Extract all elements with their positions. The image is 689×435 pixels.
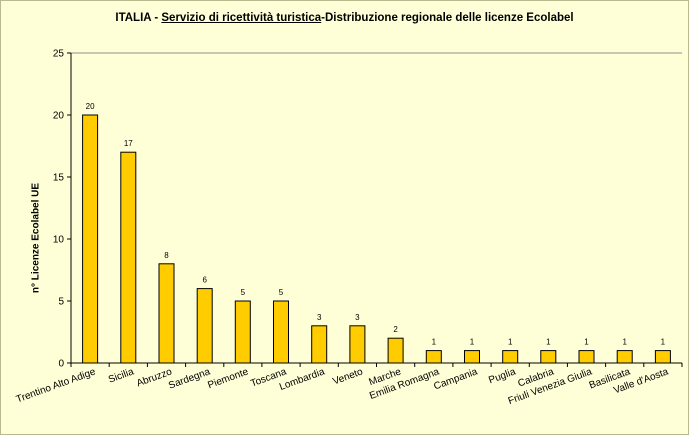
bar xyxy=(349,325,366,364)
x-tick-label: Sicilia xyxy=(107,366,136,385)
x-tick-label: Trentino Alto Adige xyxy=(15,366,98,405)
data-label: 17 xyxy=(124,139,133,148)
bars xyxy=(82,114,671,364)
bar xyxy=(502,350,519,364)
bar xyxy=(273,300,289,364)
x-ticks: Trentino Alto Adige Sicilia AbruzzoSardegn… xyxy=(15,363,683,407)
x-tick-label: Campania xyxy=(432,366,479,392)
y-ticks: 0 5 10 15 20 25 xyxy=(53,49,71,370)
chart-title: ITALIA - Servizio di ricettività turisti… xyxy=(0,12,689,24)
data-label: 1 xyxy=(622,338,627,347)
data-label: 3 xyxy=(317,313,322,322)
data-labels: 20 17 8 6 5 5 3 3 2 1 1 1 1 1 1 1 xyxy=(86,102,666,347)
bar xyxy=(387,337,404,364)
data-label: 1 xyxy=(584,338,589,347)
bar xyxy=(654,350,671,364)
data-label: 3 xyxy=(355,313,360,322)
bar xyxy=(464,350,480,364)
data-label: 6 xyxy=(202,276,207,285)
y-tick-label: 10 xyxy=(53,235,65,246)
data-label: 1 xyxy=(508,338,513,347)
data-label: 1 xyxy=(470,338,475,347)
bar xyxy=(311,325,328,364)
data-label: 5 xyxy=(279,288,284,297)
y-tick-label: 0 xyxy=(58,359,64,370)
chart-title-prefix: ITALIA - xyxy=(115,12,162,24)
data-label: 2 xyxy=(393,325,398,334)
bar xyxy=(158,263,175,364)
chart-title-suffix: -Distribuzione regionale delle licenze E… xyxy=(321,12,574,24)
chart-title-underlined: Servizio di ricettività turistica xyxy=(161,12,322,24)
data-label: 1 xyxy=(546,338,551,347)
data-label: 8 xyxy=(164,251,169,260)
data-label: 1 xyxy=(432,338,437,347)
y-tick-label: 25 xyxy=(53,49,65,60)
bar xyxy=(616,350,633,364)
x-tick-label: Veneto xyxy=(331,366,364,387)
data-label: 5 xyxy=(241,288,246,297)
y-tick-label: 5 xyxy=(58,297,64,308)
x-tick-label: Puglia xyxy=(487,366,517,386)
bar xyxy=(578,350,595,364)
data-label: 20 xyxy=(86,102,95,111)
bar xyxy=(82,114,99,364)
bar xyxy=(425,350,442,364)
bar xyxy=(234,300,251,364)
y-tick-label: 20 xyxy=(53,111,65,122)
bar xyxy=(196,288,213,364)
x-tick-label: Piemonte xyxy=(206,366,250,391)
data-label: 1 xyxy=(661,338,666,347)
y-tick-label: 15 xyxy=(53,173,65,184)
x-tick-label: Sardegna xyxy=(167,366,212,391)
bar xyxy=(540,350,557,364)
bar xyxy=(120,151,137,364)
